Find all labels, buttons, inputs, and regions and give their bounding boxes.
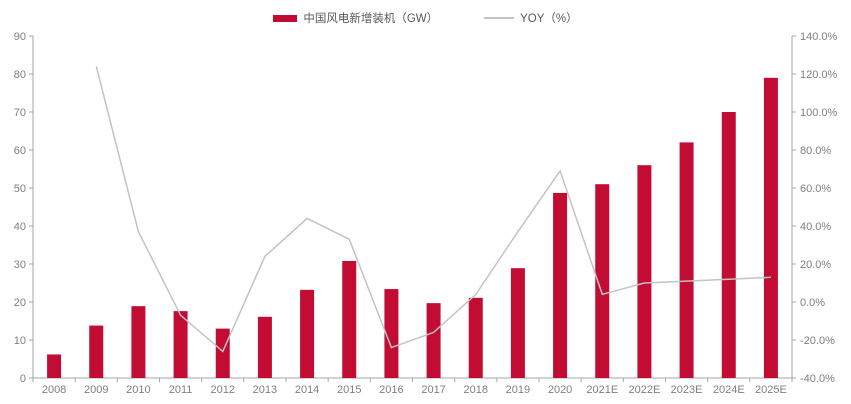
legend-bar-swatch-icon (273, 14, 298, 22)
bar-2023E (679, 142, 694, 378)
legend-item-yoy: YOY（%） (484, 10, 578, 26)
left-axis-tick-label: 40 (14, 221, 26, 233)
bar-2025E (763, 77, 778, 379)
bar-2011 (173, 311, 188, 378)
chart-legend: 中国风电新增装机（GW） YOY（%） (0, 10, 851, 26)
right-axis-tick-label: 140.0% (800, 31, 838, 43)
x-axis-category-label: 2023E (671, 384, 703, 396)
x-axis-category-label: 2025E (755, 384, 787, 396)
x-axis-category-label: 2021E (586, 384, 618, 396)
yoy-line (95, 66, 771, 353)
x-axis-category-label: 2015 (337, 384, 361, 396)
bar-2015 (342, 260, 357, 378)
left-axis-tick-label: 20 (14, 297, 26, 309)
left-axis-tick-label: 90 (14, 31, 26, 43)
x-axis-category-label: 2016 (379, 384, 403, 396)
bar-2019 (510, 268, 525, 378)
legend-line-swatch-icon (484, 17, 515, 19)
left-axis-tick-label: 0 (20, 373, 26, 385)
right-axis-tick-label: -20.0% (800, 335, 835, 347)
bar-2020 (553, 192, 568, 378)
bar-2014 (300, 289, 315, 378)
left-axis-tick-label: 60 (14, 145, 26, 157)
bar-2021E (595, 184, 610, 378)
left-axis-tick-label: 30 (14, 259, 26, 271)
x-axis-category-label: 2017 (421, 384, 445, 396)
right-axis-tick-label: 40.0% (800, 221, 831, 233)
x-axis-category-label: 2011 (169, 384, 193, 396)
right-axis-tick-label: 100.0% (800, 107, 838, 119)
x-axis-category-label: 2019 (506, 384, 530, 396)
right-axis-tick-label: 20.0% (800, 259, 831, 271)
x-axis-category-label: 2014 (295, 384, 319, 396)
legend-yoy-label: YOY（%） (520, 13, 578, 25)
bar-2012 (215, 328, 230, 378)
right-axis-tick-label: 120.0% (800, 69, 838, 81)
x-axis-category-label: 2009 (84, 384, 108, 396)
legend-bar-label: 中国风电新增装机（GW） (303, 13, 439, 25)
left-axis-tick-label: 10 (14, 335, 26, 347)
right-axis-tick-label: -40.0% (800, 373, 835, 385)
x-axis-category-label: 2012 (211, 384, 235, 396)
left-axis-tick-label: 80 (14, 69, 26, 81)
bar-2009 (89, 325, 104, 378)
bar-2017 (426, 303, 441, 378)
right-axis-tick-label: 0.0% (800, 297, 825, 309)
left-axis-tick-label: 50 (14, 183, 26, 195)
bar-2008 (47, 354, 62, 378)
x-axis-category-label: 2022E (629, 384, 661, 396)
x-axis-category-label: 2013 (253, 384, 277, 396)
left-axis-tick-label: 70 (14, 107, 26, 119)
bar-2016 (384, 289, 399, 378)
bar-2010 (131, 306, 146, 378)
x-axis-category-label: 2024E (713, 384, 745, 396)
bar-2022E (637, 165, 652, 378)
x-axis-category-label: 2020 (548, 384, 572, 396)
x-axis-category-label: 2018 (464, 384, 488, 396)
bar-2018 (468, 297, 483, 378)
x-axis-category-label: 2010 (126, 384, 150, 396)
right-axis-tick-label: 80.0% (800, 145, 831, 157)
right-axis-tick-label: 60.0% (800, 183, 831, 195)
x-axis-category-label: 2008 (42, 384, 66, 396)
bar-2013 (257, 316, 272, 378)
bar-2024E (721, 112, 736, 378)
legend-item-installations: 中国风电新增装机（GW） (273, 10, 438, 26)
